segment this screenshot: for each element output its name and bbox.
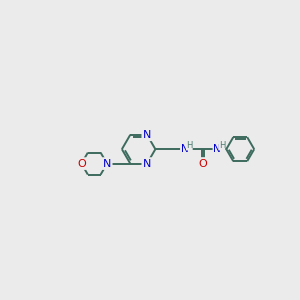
Text: N: N	[213, 144, 221, 154]
Text: N: N	[143, 159, 151, 169]
Text: O: O	[77, 159, 86, 169]
Text: N: N	[181, 144, 188, 154]
Text: N: N	[143, 130, 151, 140]
Text: H: H	[186, 141, 193, 150]
Text: O: O	[198, 158, 207, 169]
Text: N: N	[103, 159, 111, 169]
Text: H: H	[219, 141, 225, 150]
